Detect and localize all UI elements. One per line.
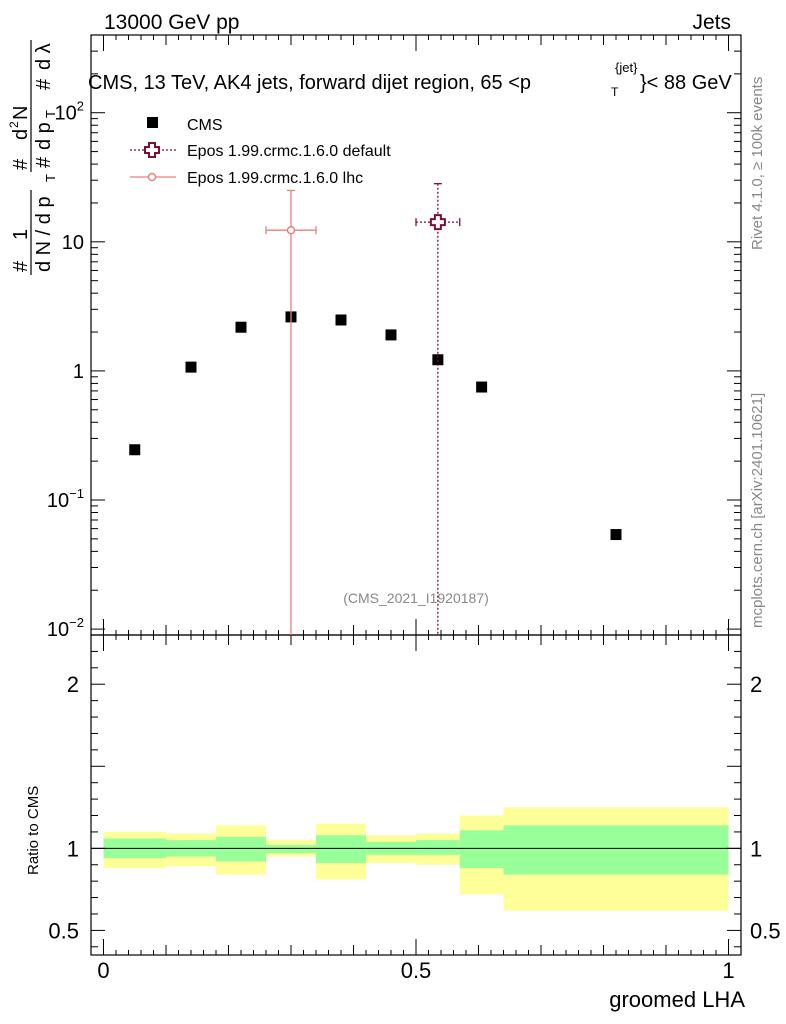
y-hash-4: # — [33, 78, 55, 90]
main-tick-label-1: 10 — [62, 232, 84, 254]
plot-title: CMS, 13 TeV, AK4 jets, forward dijet reg… — [88, 60, 732, 99]
ratio-y-label: Ratio to CMS — [25, 786, 42, 875]
ratio-tick-label-right-1: 1 — [750, 836, 762, 861]
ratio-band-inner-4 — [316, 835, 366, 864]
cms-point-5 — [385, 329, 397, 341]
legend-default-marker — [144, 142, 160, 158]
legend-lhc-marker — [147, 172, 157, 182]
cms-point-2 — [235, 321, 247, 333]
x-tick-label-2: 1 — [722, 958, 734, 983]
ratio-tick-label-left-0: 2 — [67, 672, 79, 697]
main-y-axis-label: # 1 d N / d p T # d 2 N # d p T # d λ — [7, 40, 58, 275]
ratio-band-inner-6 — [416, 840, 460, 855]
cms-point-0 — [129, 444, 141, 456]
y-d2n: d — [10, 129, 32, 140]
y-dpt: d p — [33, 122, 55, 150]
ratio-band-inner-8 — [503, 825, 729, 875]
header-jets: Jets — [692, 11, 731, 34]
y-dpt-sub: T — [43, 110, 58, 118]
axes — [90, 34, 742, 956]
title-sup: {jet} — [615, 60, 638, 75]
x-tick-label-0: 0 — [97, 958, 109, 983]
legend: CMS Epos 1.99.crmc.1.6.0 default Epos 1.… — [130, 117, 391, 187]
cms-point-1 — [185, 361, 197, 373]
x-axis-label: groomed LHA — [609, 987, 745, 1012]
ratio-band-inner-3 — [266, 845, 316, 854]
ratio-band-inner-7 — [459, 830, 504, 869]
y-d2n-sup: 2 — [7, 121, 21, 128]
y-dn: d N / d p — [33, 196, 55, 272]
main-tick-label-3: 10−1 — [47, 486, 84, 512]
legend-cms-label: CMS — [187, 117, 223, 134]
main-tick-label-2: 1 — [73, 361, 84, 383]
lhc-point-0-marker — [286, 225, 296, 235]
header-energy: 13000 GeV pp — [104, 11, 239, 34]
ratio-tick-labels: 2 2 1 1 0.5 0.5 — [48, 672, 780, 943]
main-tick-label-0: 102 — [55, 99, 84, 125]
legend-cms-marker — [147, 117, 158, 128]
title-sub: T — [611, 85, 619, 99]
y-hash-3: # — [33, 156, 55, 168]
ratio-band-inner-2 — [216, 836, 266, 862]
y-d2n-rest: N — [10, 106, 32, 120]
cms-point-4 — [335, 314, 347, 326]
main-tick-label-4: 10−2 — [47, 615, 84, 641]
ratio-tick-label-right-0: 2 — [750, 672, 762, 697]
y-one: 1 — [10, 229, 32, 240]
rivet-label: Rivet 4.1.0, ≥ 100k events — [749, 77, 766, 250]
default-point-0-marker — [429, 214, 446, 231]
y-dlambda: d λ — [33, 43, 55, 70]
ratio-tick-label-left-2: 0.5 — [48, 918, 79, 943]
y-hash-2: # — [10, 158, 32, 170]
x-tick-label-1: 0.5 — [401, 958, 432, 983]
analysis-watermark: (CMS_2021_I1920187) — [343, 590, 489, 606]
ratio-bands — [103, 807, 729, 911]
cms-point-8 — [610, 529, 622, 541]
cms-point-7 — [476, 381, 488, 393]
mcplots-label: mcplots.cern.ch [arXiv:2401.10621] — [749, 393, 766, 628]
y-dn-sub: T — [43, 174, 58, 182]
ratio-tick-label-right-2: 0.5 — [750, 918, 781, 943]
series-layer — [129, 183, 622, 635]
legend-default-label: Epos 1.99.crmc.1.6.0 default — [187, 143, 391, 160]
legend-lhc-label: Epos 1.99.crmc.1.6.0 lhc — [187, 170, 363, 187]
main-tick-labels: 102 10 1 10−1 10−2 — [47, 99, 84, 641]
title-tail: }< 88 GeV — [640, 72, 732, 94]
ratio-tick-label-left-1: 1 — [67, 836, 79, 861]
title-main: CMS, 13 TeV, AK4 jets, forward dijet reg… — [88, 72, 531, 94]
x-tick-labels: 0 0.5 1 — [97, 958, 734, 983]
y-hash-1: # — [10, 260, 32, 272]
